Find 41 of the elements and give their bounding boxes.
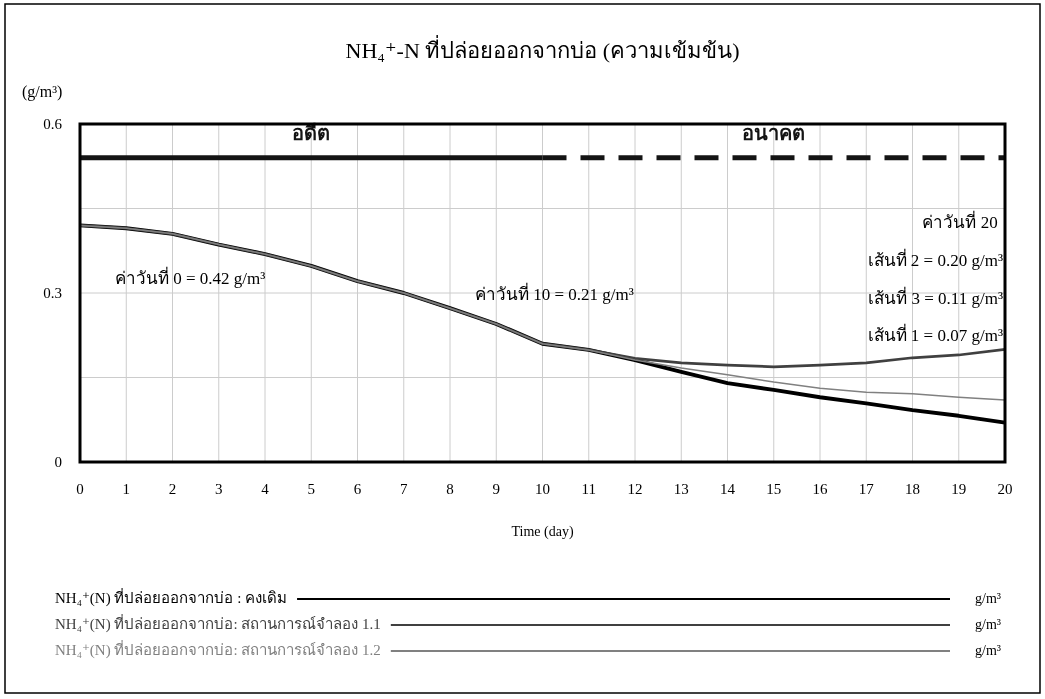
- annotation: ค่าวันที่ 0 = 0.42 g/m³: [115, 266, 266, 288]
- x-tick-label: 17: [858, 481, 875, 497]
- x-tick-label: 9: [492, 481, 500, 497]
- x-tick-label: 11: [581, 481, 596, 497]
- x-tick-label: 0: [76, 481, 84, 497]
- annotation: เส้นที่ 3 = 0.11 g/m³: [868, 286, 1003, 308]
- x-tick-label: 16: [812, 481, 828, 497]
- text: g/m³: [975, 643, 1001, 658]
- series-label: อดีต: [292, 120, 331, 145]
- x-tick-label: 13: [673, 481, 689, 497]
- y-axis-title: (g/m³): [22, 83, 63, 101]
- x-tick-label: 14: [720, 481, 736, 497]
- y-tick-label: 0.3: [43, 285, 62, 301]
- x-tick-label: 5: [307, 481, 315, 497]
- x-tick-label: 20: [997, 481, 1013, 497]
- x-axis-title: Time (day): [511, 524, 574, 540]
- x-tick-label: 7: [400, 481, 408, 497]
- x-tick-label: 1: [122, 481, 130, 497]
- chart-title: NH₄⁺-N ที่ปล่อยออกจากบ่อ (ความเข้มข้น): [345, 35, 740, 63]
- series-label: อนาคต: [742, 120, 806, 145]
- x-tick-label: 2: [168, 481, 177, 497]
- annotation: ค่าวันที่ 20: [922, 210, 998, 232]
- x-tick-label: 10: [535, 481, 550, 497]
- x-tick-label: 12: [627, 481, 643, 497]
- x-tick-label: 3: [215, 481, 223, 497]
- x-tick-label: 6: [353, 481, 362, 497]
- annotation: เส้นที่ 2 = 0.20 g/m³: [867, 248, 1003, 270]
- annotation: เส้นที่ 1 = 0.07 g/m³: [867, 323, 1003, 345]
- y-tick-label: 0: [54, 454, 62, 470]
- x-tick-label: 18: [905, 481, 920, 497]
- x-tick-label: 19: [951, 481, 967, 497]
- x-tick-label: 8: [446, 481, 454, 497]
- text: NH₄⁺(N) ที่ปล่อยออกจากบ่อ: สถานการณ์จำลอง 1.2: [55, 639, 381, 659]
- text: NH₄⁺(N) ที่ปล่อยออกจากบ่อ : คงเดิม: [55, 587, 288, 607]
- text: g/m³: [975, 591, 1001, 606]
- y-tick-label: 0.6: [43, 116, 63, 132]
- x-tick-label: 4: [261, 481, 270, 497]
- text: g/m³: [975, 617, 1001, 632]
- x-tick-label: 15: [766, 481, 782, 497]
- annotation: ค่าวันที่ 10 = 0.21 g/m³: [475, 282, 634, 304]
- text: NH₄⁺(N) ที่ปล่อยออกจากบ่อ: สถานการณ์จำลอง 1.1: [55, 613, 381, 633]
